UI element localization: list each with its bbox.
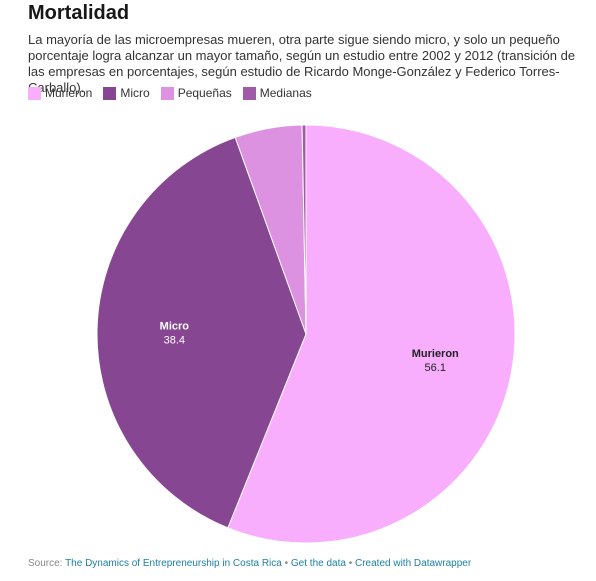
legend-label-murieron: Murieron	[45, 86, 93, 100]
legend-label-micro: Micro	[120, 86, 150, 100]
get-data-link[interactable]: Get the data	[290, 558, 346, 569]
legend-label-pequenas: Pequeñas	[177, 86, 232, 100]
footer-separator-2: •	[345, 558, 355, 569]
source-prefix: Source:	[28, 558, 66, 569]
legend-swatch-pequenas	[160, 86, 174, 100]
legend-item-murieron: Murieron	[28, 86, 92, 100]
pie-slice-murieron[interactable]	[227, 124, 516, 544]
legend-label-medianas: Medianas	[259, 86, 312, 100]
pie-chart: Murieron 56.1 Micro 38.4	[96, 124, 516, 544]
legend-item-medianas: Medianas	[242, 86, 312, 100]
slice-label-murieron: Murieron	[412, 348, 459, 360]
legend-item-micro: Micro	[103, 86, 150, 100]
legend-swatch-medianas	[242, 86, 256, 100]
pie-slice-micro[interactable]	[96, 136, 307, 529]
legend-swatch-murieron	[28, 86, 41, 100]
chart-title: Mortalidad	[28, 2, 130, 24]
legend-swatch-micro	[103, 86, 117, 100]
legend-item-pequenas: Pequeñas	[160, 86, 232, 100]
pie-slices	[96, 124, 516, 544]
footer-separator-1: •	[281, 558, 291, 569]
slice-label-micro: Micro	[160, 321, 190, 333]
legend: Murieron Micro Pequeñas Medianas	[28, 86, 323, 100]
pie-slice-medianas[interactable]	[301, 124, 307, 335]
pie-labels: Murieron 56.1 Micro 38.4	[160, 321, 459, 375]
slice-value-micro: 38.4	[164, 335, 185, 347]
chart-subtitle: La mayoría de las microempresas mueren, …	[28, 32, 576, 95]
datawrapper-link[interactable]: Created with Datawrapper	[355, 558, 472, 569]
footer: Source: The Dynamics of Entrepreneurship…	[28, 558, 471, 569]
source-link[interactable]: The Dynamics of Entrepreneurship in Cost…	[65, 558, 282, 569]
slice-value-murieron: 56.1	[425, 362, 446, 374]
